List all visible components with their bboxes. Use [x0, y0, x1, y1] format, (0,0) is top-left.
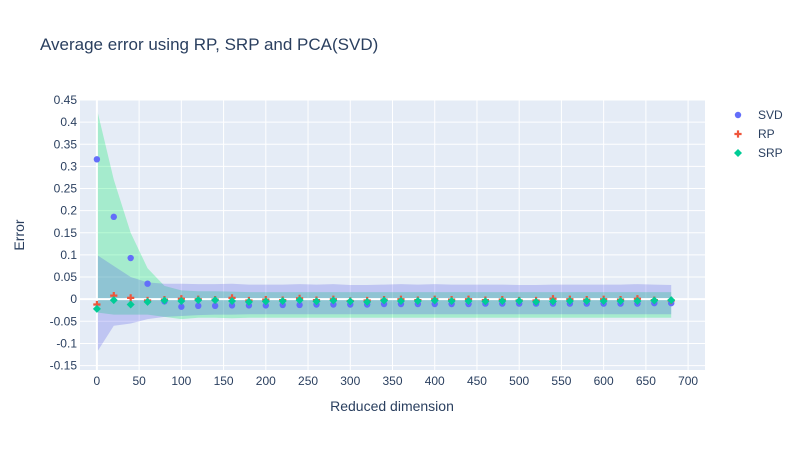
legend-item-srp[interactable]: SRP: [734, 146, 783, 160]
svd-point: [144, 280, 151, 287]
srp-point: [582, 296, 591, 305]
y-tick-label: 0.05: [54, 270, 78, 284]
srp-point: [312, 297, 321, 306]
x-axis-title: Reduced dimension: [330, 398, 454, 414]
x-axis-ticks: 0 50 100 150 200 250 300 350 400 450 500 550 600 650 7…: [94, 374, 699, 388]
x-tick-label: 50: [132, 374, 146, 388]
srp-point: [211, 296, 220, 305]
srp-point: [194, 296, 203, 305]
srp-error-band: [96, 108, 672, 320]
srp-point: [430, 296, 439, 305]
srp-point: [329, 296, 338, 305]
svd-point: [195, 302, 202, 310]
srp-point: [380, 296, 389, 305]
x-tick-label: 650: [636, 374, 656, 388]
y-tick-label: 0.4: [60, 115, 77, 129]
data-points: [92, 156, 676, 313]
y-tick-label: 0.15: [54, 226, 78, 240]
srp-point: [498, 296, 507, 305]
y-tick-label: -0.05: [50, 314, 78, 328]
x-tick-label: 600: [594, 374, 614, 388]
svd-point: [296, 301, 303, 309]
legend-item-rp[interactable]: RP: [734, 127, 775, 141]
srp-point: [295, 296, 304, 305]
x-tick-label: 700: [678, 374, 698, 388]
srp-point: [143, 297, 152, 306]
legend-label: SVD: [758, 108, 783, 122]
rp-point: [127, 294, 135, 302]
svd-point: [211, 302, 219, 310]
srp-point: [447, 296, 456, 305]
srp-point: [228, 296, 237, 305]
legend-marker: [734, 149, 742, 157]
x-tick-label: 500: [509, 374, 529, 388]
legend-item-svd[interactable]: SVD: [734, 108, 783, 122]
srp-point: [616, 296, 625, 305]
y-tick-label: -0.1: [56, 336, 77, 350]
srp-point: [160, 296, 169, 305]
srp-point: [363, 297, 372, 306]
x-tick-label: 150: [214, 374, 234, 388]
srp-point: [532, 297, 541, 306]
srp-point: [278, 296, 287, 305]
srp-point: [346, 297, 355, 306]
legend[interactable]: SVD RP SRP: [734, 108, 783, 160]
x-tick-label: 0: [94, 374, 101, 388]
legend-marker: [734, 111, 742, 119]
svd-point: [93, 156, 101, 163]
y-tick-label: 0: [70, 292, 77, 306]
srp-point: [548, 297, 557, 306]
srp-point: [667, 296, 676, 305]
legend-label: SRP: [758, 146, 783, 160]
srp-point: [177, 296, 186, 305]
legend-marker: [734, 130, 742, 138]
srp-point: [126, 300, 135, 309]
srp-point: [109, 296, 118, 305]
x-tick-label: 450: [467, 374, 487, 388]
y-tick-label: 0.25: [54, 182, 78, 196]
x-tick-label: 100: [171, 374, 191, 388]
srp-point: [413, 296, 422, 305]
y-tick-label: -0.15: [50, 359, 78, 373]
chart-title: Average error using RP, SRP and PCA(SVD): [40, 35, 378, 54]
y-tick-label: 0.45: [54, 93, 78, 107]
x-tick-label: 400: [425, 374, 445, 388]
y-axis-ticks: -0.15 -0.1 -0.05 0 0.05 0.1 0.15 0.2 0.25 0.3 0.35…: [50, 93, 78, 373]
y-tick-label: 0.1: [60, 248, 77, 262]
srp-point: [464, 296, 473, 305]
x-tick-label: 350: [382, 374, 402, 388]
srp-point: [565, 296, 574, 305]
srp-point: [599, 296, 608, 305]
y-axis-title: Error: [11, 219, 27, 250]
srp-point: [633, 296, 642, 305]
srp-point: [396, 296, 405, 305]
x-tick-label: 200: [256, 374, 276, 388]
y-tick-label: 0.35: [54, 137, 78, 151]
svd-point: [228, 302, 236, 309]
svd-point: [110, 213, 117, 221]
svd-point: [127, 254, 134, 262]
srp-point: [244, 297, 253, 306]
srp-series: [92, 296, 676, 313]
rp-point: [110, 292, 118, 300]
y-tick-label: 0.3: [60, 159, 77, 173]
srp-point: [650, 296, 659, 305]
srp-point: [92, 304, 101, 313]
x-tick-label: 300: [340, 374, 360, 388]
srp-point: [515, 296, 524, 305]
x-tick-label: 550: [551, 374, 571, 388]
y-tick-label: 0.2: [60, 204, 77, 218]
rp-point: [93, 300, 101, 309]
svd-point: [178, 303, 185, 310]
srp-point: [481, 297, 490, 306]
legend-label: RP: [758, 127, 775, 141]
x-tick-label: 250: [298, 374, 318, 388]
srp-point: [261, 297, 270, 306]
